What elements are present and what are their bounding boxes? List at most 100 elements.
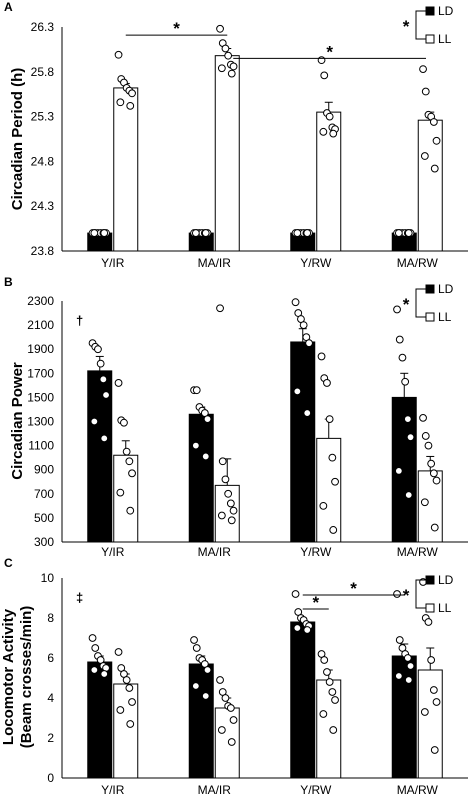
data-point [328, 453, 337, 462]
legend-label-ll: LL [438, 32, 452, 46]
data-point [90, 229, 99, 237]
data-point [99, 375, 108, 384]
bar-ld [87, 661, 113, 779]
y-axis-label: Circadian Period (h) [9, 68, 26, 211]
significance-star: * [326, 42, 333, 61]
data-point [393, 590, 401, 598]
data-point [229, 62, 238, 71]
bar-ld [188, 663, 214, 779]
data-point [114, 50, 123, 59]
data-point [421, 432, 430, 440]
y-tick-label: 25.8 [31, 65, 55, 79]
data-point [320, 71, 329, 80]
data-point [224, 51, 233, 60]
data-point [432, 698, 441, 706]
data-point [401, 377, 410, 386]
data-point [293, 229, 302, 237]
legend-swatch-ll [425, 312, 435, 322]
data-point [227, 69, 236, 78]
data-point [329, 526, 338, 534]
data-point [191, 229, 200, 237]
y-tick-label: 23.8 [31, 244, 55, 258]
data-point [430, 523, 439, 532]
legend: LD LL * [403, 282, 454, 324]
bar-ll [113, 454, 139, 543]
legend: LD LL * [403, 573, 454, 615]
data-point [120, 418, 128, 427]
data-point [217, 64, 226, 73]
legend-label-ll: LL [438, 310, 452, 324]
data-point [116, 98, 125, 107]
data-point [128, 469, 136, 478]
data-point [420, 708, 429, 716]
data-point [305, 339, 313, 348]
legend-bracket [415, 579, 426, 609]
legend-bracket [415, 288, 426, 318]
legend-label-ll: LL [438, 601, 452, 615]
data-point [191, 441, 200, 450]
data-point [317, 352, 326, 361]
data-point [404, 491, 413, 499]
data-point [393, 305, 401, 314]
bar-ll [113, 87, 139, 252]
data-point [406, 662, 415, 670]
x-tick-label: Y/RW [300, 256, 332, 270]
data-point [100, 229, 109, 237]
data-point [191, 682, 200, 690]
significance-star: * [173, 19, 180, 38]
data-point [429, 118, 438, 126]
data-point [331, 477, 339, 486]
bar-ll [214, 55, 240, 252]
y-tick-label: 8 [47, 611, 54, 625]
data-point [217, 511, 226, 520]
data-point [429, 686, 438, 694]
data-point [192, 644, 201, 652]
x-tick-label: Y/IR [101, 256, 125, 270]
data-point [427, 459, 436, 468]
y-axis-label-unit: (Beam crosses/min) [18, 606, 35, 749]
data-point [128, 89, 136, 98]
y-tick-label: 1900 [27, 342, 54, 356]
legend-swatch-ll [425, 603, 435, 613]
data-point [291, 590, 300, 598]
data-point [323, 668, 331, 676]
x-tick-label: Y/IR [101, 783, 125, 797]
y-tick-label: 500 [34, 511, 54, 525]
y-tick-label: 25.3 [31, 110, 55, 124]
data-point [218, 457, 227, 466]
legend-swatch-ld [425, 284, 435, 294]
y-tick-label: 300 [34, 535, 54, 549]
data-point [329, 726, 338, 734]
data-point [403, 654, 412, 662]
legend-star: * [403, 586, 410, 605]
data-point [192, 386, 201, 395]
data-point [114, 379, 123, 387]
data-point [430, 164, 439, 173]
x-tick-label: MA/RW [397, 783, 439, 797]
data-point [201, 692, 210, 700]
x-tick-label: Y/IR [101, 545, 125, 559]
y-tick-label: 6 [47, 651, 54, 665]
bar-ld [290, 341, 316, 543]
legend-swatch-ll [425, 34, 435, 44]
data-point [293, 624, 302, 632]
data-point [203, 415, 212, 423]
legend-label-ld: LD [438, 4, 454, 18]
data-point [226, 704, 235, 712]
data-point [329, 129, 338, 138]
data-point [221, 44, 230, 53]
data-point [404, 229, 413, 237]
data-point [325, 415, 334, 423]
y-tick-label: 24.3 [31, 199, 55, 213]
data-point [404, 676, 413, 684]
y-tick-label: 700 [34, 487, 54, 501]
y-axis-label: Circadian Power [9, 362, 26, 480]
panel-b: B Circadian Power 300 500 700 900 1100 1300 1500… [4, 275, 468, 559]
y-tick-label: 2 [47, 731, 54, 745]
legend-star: * [403, 17, 410, 36]
y-tick-label: 2100 [27, 318, 54, 332]
data-point [398, 353, 407, 362]
data-point [216, 304, 224, 313]
bar-ll [417, 669, 443, 779]
